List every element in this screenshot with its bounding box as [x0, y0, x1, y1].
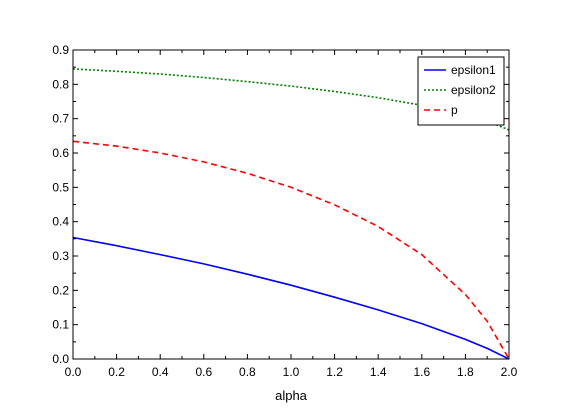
x-tick-label: 1.2 — [326, 365, 343, 379]
x-tick-label: 1.8 — [457, 365, 474, 379]
y-tick-label: 0.3 — [52, 249, 69, 263]
x-tick-label: 1.4 — [370, 365, 387, 379]
y-tick-label: 0.4 — [52, 215, 69, 229]
y-tick-label: 0.5 — [52, 180, 69, 194]
y-tick-label: 0.2 — [52, 283, 69, 297]
y-tick-label: 0.9 — [52, 43, 69, 57]
axes: 0.0 0.2 0.4 0.6 0.8 1.0 1.2 1.4 1.6 1.8 2.0 0.0 0.1 0… — [52, 43, 517, 379]
series-line-p — [72, 140, 510, 360]
x-tick-label: 0.8 — [239, 365, 256, 379]
x-tick-label: 0.0 — [65, 365, 82, 379]
y-tick-label: 0.0 — [52, 352, 69, 366]
legend-label-epsilon2: epsilon2 — [451, 83, 496, 97]
x-tick-label: 2.0 — [501, 365, 518, 379]
plot-lines — [72, 68, 510, 360]
y-tick-label: 0.7 — [52, 112, 69, 126]
y-tick-label: 0.8 — [52, 77, 69, 91]
x-tick-label: 0.2 — [108, 365, 125, 379]
x-tick-label: 0.6 — [195, 365, 212, 379]
legend-label-epsilon1: epsilon1 — [451, 63, 496, 77]
x-axis-label: alpha — [275, 388, 308, 403]
legend-label-p: p — [451, 103, 458, 117]
x-tick-label: 1.6 — [413, 365, 430, 379]
x-tick-label: 0.4 — [152, 365, 169, 379]
x-tick-label: 1.0 — [283, 365, 300, 379]
series-line-epsilon1 — [72, 236, 510, 360]
legend-box — [417, 56, 505, 126]
legend: epsilon1 epsilon2 p — [417, 56, 505, 126]
y-tick-label: 0.6 — [52, 146, 69, 160]
series-line-epsilon2 — [72, 68, 510, 131]
y-tick-label: 0.1 — [52, 318, 69, 332]
